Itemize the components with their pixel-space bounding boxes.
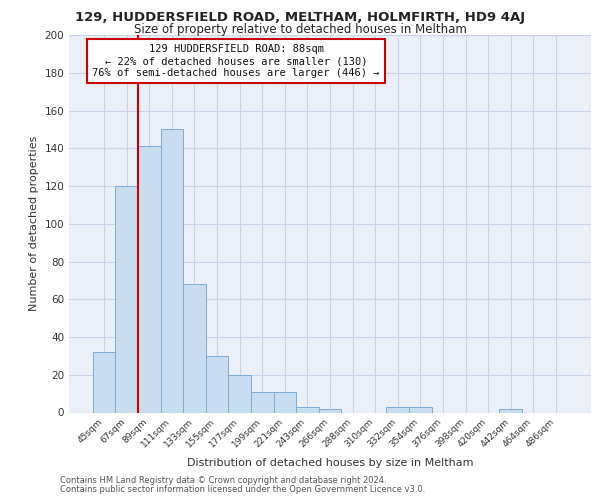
X-axis label: Distribution of detached houses by size in Meltham: Distribution of detached houses by size … [187,458,473,468]
Text: Size of property relative to detached houses in Meltham: Size of property relative to detached ho… [134,22,466,36]
Bar [138,146,161,412]
Bar [251,392,274,412]
Bar [499,408,522,412]
Y-axis label: Number of detached properties: Number of detached properties [29,136,39,312]
Bar [183,284,206,412]
Text: 129 HUDDERSFIELD ROAD: 88sqm
← 22% of detached houses are smaller (130)
76% of s: 129 HUDDERSFIELD ROAD: 88sqm ← 22% of de… [92,44,380,78]
Bar [206,356,229,412]
Text: Contains HM Land Registry data © Crown copyright and database right 2024.: Contains HM Land Registry data © Crown c… [60,476,386,485]
Text: 129, HUDDERSFIELD ROAD, MELTHAM, HOLMFIRTH, HD9 4AJ: 129, HUDDERSFIELD ROAD, MELTHAM, HOLMFIR… [75,11,525,24]
Bar [386,407,409,412]
Bar [161,130,183,412]
Bar [274,392,296,412]
Bar [115,186,138,412]
Bar [409,407,431,412]
Bar [296,407,319,412]
Bar [93,352,115,412]
Bar [319,408,341,412]
Bar [229,375,251,412]
Text: Contains public sector information licensed under the Open Government Licence v3: Contains public sector information licen… [60,485,425,494]
